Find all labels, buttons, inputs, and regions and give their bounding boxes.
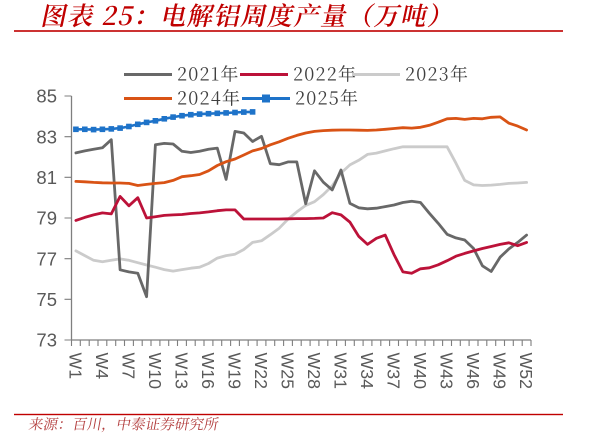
svg-text:83: 83 — [36, 126, 57, 147]
svg-text:W40: W40 — [410, 353, 430, 390]
svg-text:73: 73 — [36, 330, 57, 351]
svg-text:W31: W31 — [331, 353, 351, 390]
svg-text:W13: W13 — [172, 353, 192, 390]
svg-text:W19: W19 — [225, 353, 245, 390]
svg-text:75: 75 — [36, 289, 57, 310]
svg-text:W4: W4 — [92, 353, 112, 380]
svg-text:W52: W52 — [516, 353, 536, 390]
svg-text:W37: W37 — [384, 353, 404, 390]
svg-text:W1: W1 — [65, 353, 85, 380]
svg-text:W43: W43 — [437, 353, 457, 390]
svg-text:W22: W22 — [251, 353, 271, 390]
svg-text:W34: W34 — [357, 353, 377, 390]
svg-text:W25: W25 — [278, 353, 298, 390]
svg-text:77: 77 — [36, 248, 57, 269]
svg-text:81: 81 — [36, 167, 57, 188]
svg-text:W28: W28 — [304, 353, 324, 390]
svg-text:85: 85 — [36, 86, 57, 107]
svg-text:79: 79 — [36, 208, 57, 229]
svg-text:W7: W7 — [118, 353, 138, 380]
svg-text:W10: W10 — [145, 353, 165, 390]
svg-text:W16: W16 — [198, 353, 218, 390]
svg-text:W49: W49 — [490, 353, 510, 390]
svg-text:W46: W46 — [463, 353, 483, 390]
